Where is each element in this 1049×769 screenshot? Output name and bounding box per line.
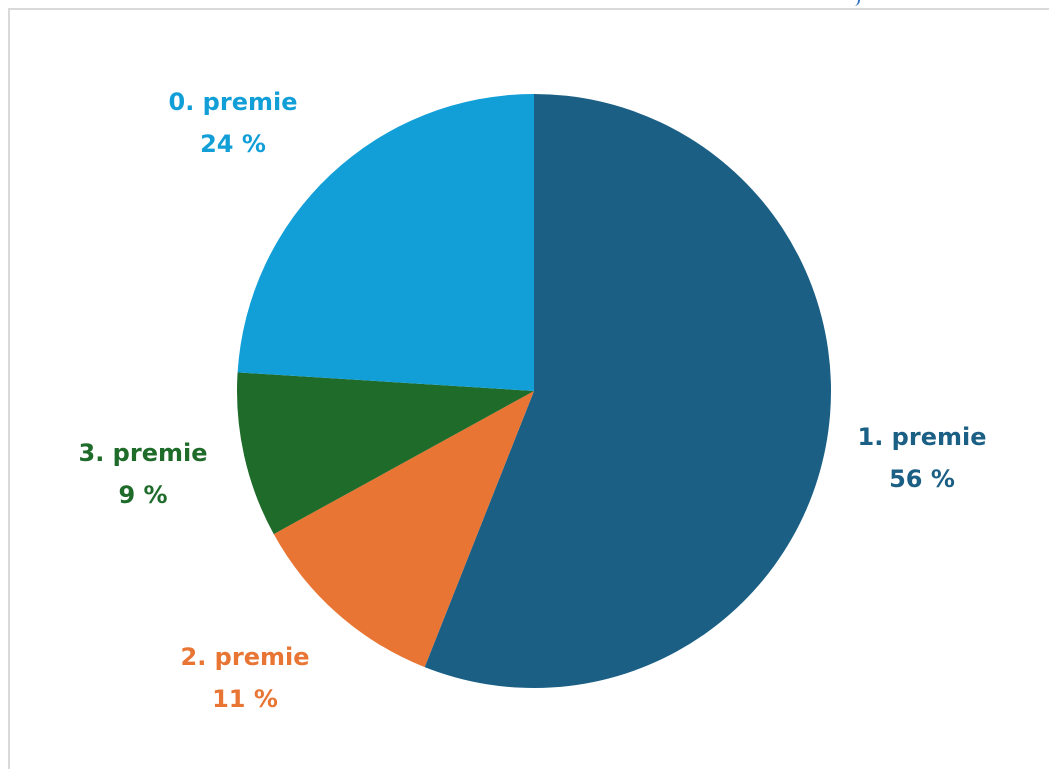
slice-category-label: 2. premie	[181, 643, 310, 671]
slice-category-label: 3. premie	[79, 439, 208, 467]
slice-value-label: 56 %	[889, 465, 955, 493]
pie-slice-3	[237, 372, 534, 535]
corner-mark	[848, 0, 860, 6]
pie-slice-1	[424, 94, 832, 689]
pie-slice-2	[273, 391, 534, 668]
slice-value-label: 9 %	[118, 481, 167, 509]
slice-value-label: 11 %	[212, 685, 278, 713]
slice-category-label: 1. premie	[858, 423, 987, 451]
pie-labels: 1. premie 56 % 2. premie 11 % 3. premie 9 % 0.…	[79, 88, 987, 713]
pie-slice-4	[237, 94, 534, 391]
pie-slices	[237, 94, 832, 689]
slice-value-label: 24 %	[200, 130, 266, 158]
slice-category-label: 0. premie	[169, 88, 298, 116]
